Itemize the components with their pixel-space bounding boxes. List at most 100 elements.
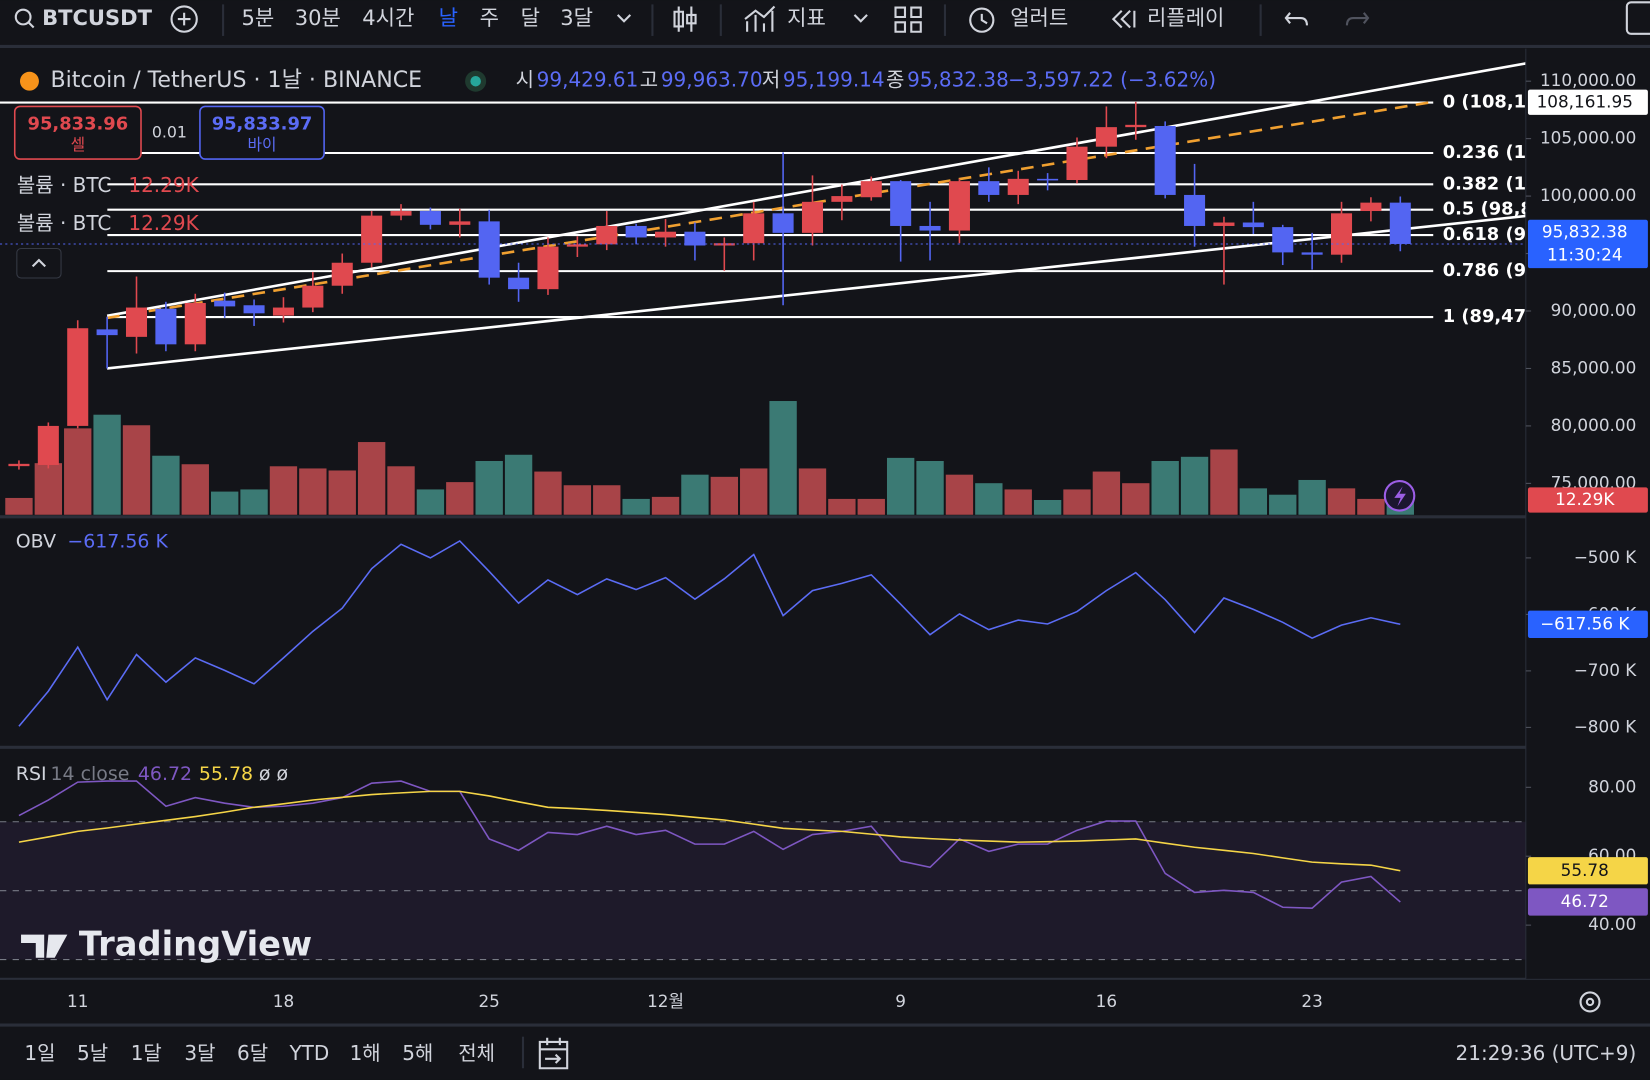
rsi-name: RSI — [16, 763, 47, 785]
symbol-search[interactable]: BTCUSDT — [14, 5, 153, 30]
rsi-extra: ø ø — [259, 763, 288, 785]
ohlc-label: 종 — [886, 68, 904, 92]
candle-body — [801, 201, 824, 233]
ohlc-value: 99,963.70 — [661, 68, 763, 92]
volume-bar — [93, 414, 121, 515]
add-icon — [177, 12, 191, 26]
range-button[interactable]: 1해 — [350, 1041, 381, 1065]
range-button[interactable]: 5날 — [77, 1041, 108, 1065]
price-line-tag-label: 108,161.95 — [1537, 91, 1633, 111]
candle-body — [1272, 227, 1294, 253]
range-button[interactable]: 6달 — [237, 1041, 268, 1065]
add-symbol[interactable] — [170, 5, 198, 33]
coin-icon — [19, 71, 39, 91]
interval[interactable]: 5분 — [241, 5, 274, 30]
obv-line — [18, 539, 1401, 727]
indicator-icon[interactable] — [744, 5, 776, 32]
fib-label: 0 (108,13 — [1443, 92, 1539, 113]
range-button[interactable]: 전체 — [458, 1041, 495, 1065]
undo[interactable] — [1284, 12, 1309, 26]
range-button[interactable]: 3달 — [184, 1041, 215, 1065]
volume-bar — [1122, 483, 1150, 515]
buy-button[interactable] — [199, 105, 325, 160]
volume-bar — [328, 470, 356, 515]
chart-type[interactable] — [673, 6, 697, 32]
volume-bar — [916, 461, 944, 515]
candle-body — [1389, 202, 1411, 244]
buy-label[interactable]: 바이 — [248, 135, 277, 154]
interval[interactable]: 날 — [439, 5, 458, 30]
quantity[interactable]: 0.01 — [152, 122, 187, 141]
date-range[interactable] — [538, 1037, 569, 1070]
volume-bar — [651, 496, 680, 515]
interval-dropdown[interactable] — [616, 14, 632, 23]
rsi-ma-tag — [1527, 857, 1648, 885]
candle-body — [890, 181, 912, 226]
buy-price[interactable]: 95,833.97 — [212, 113, 313, 134]
fib-label: 0.236 (103 — [1443, 142, 1551, 163]
rsi-value: 46.72 — [138, 763, 192, 785]
volume-bar — [798, 468, 827, 515]
sell-label[interactable]: 셀 — [71, 135, 86, 154]
volume-bar — [593, 485, 621, 515]
candle-body — [8, 463, 30, 467]
ohlc-value: 99,429.61 — [537, 68, 639, 92]
price-axis — [1525, 48, 1650, 979]
layout-icon[interactable] — [894, 6, 922, 33]
candle-body — [1154, 125, 1176, 195]
interval[interactable]: 30분 — [295, 5, 341, 30]
panel-button[interactable] — [1625, 1, 1650, 35]
symbol[interactable]: BTCUSDT — [42, 5, 152, 30]
redo[interactable] — [1345, 12, 1370, 26]
volume-bar — [622, 498, 650, 515]
y-tick-label: 90,000.00 — [1551, 300, 1637, 320]
replay-icon[interactable] — [1111, 9, 1136, 29]
ohlc-label: 저 — [762, 68, 780, 92]
candle-body — [1213, 222, 1235, 226]
x-tick-label: 16 — [1096, 991, 1117, 1011]
volume-bar — [1092, 471, 1121, 515]
interval[interactable]: 4시간 — [362, 5, 414, 30]
rsi-ma-tag-label: 55.78 — [1561, 860, 1609, 880]
candle-body — [1095, 127, 1117, 147]
axes: 11 18 25 12월 9 16 23 75,000.00 80,000.00 85,000.0… — [67, 70, 1648, 1011]
y-tick-label: 80.00 — [1588, 776, 1636, 796]
candle-body — [449, 221, 471, 225]
range-button[interactable]: YTD — [288, 1041, 329, 1065]
alert-icon[interactable] — [969, 7, 995, 33]
replay[interactable]: 리플레이 — [1147, 5, 1224, 30]
bottom-bar: 1일 5날 1달 3달 6달 YTD 1해 5해 전체 — [24, 1041, 495, 1065]
candle-body — [1301, 252, 1323, 255]
range-button[interactable]: 5해 — [402, 1041, 433, 1065]
candle-body — [655, 231, 677, 238]
range-button[interactable]: 1달 — [131, 1041, 162, 1065]
indicators[interactable]: 지표 — [787, 5, 826, 30]
interval[interactable]: 주 — [480, 5, 499, 30]
volume-bar — [34, 463, 63, 515]
candle-body — [1066, 146, 1088, 180]
alert[interactable]: 얼러트 — [1010, 5, 1068, 30]
indicator-dropdown[interactable] — [853, 14, 868, 23]
volume-bar — [1033, 499, 1062, 515]
y-tick-label: 100,000.00 — [1540, 185, 1636, 205]
candle-body — [361, 215, 383, 263]
candle-body — [37, 425, 59, 465]
range-button[interactable]: 1일 — [24, 1041, 55, 1065]
interval[interactable]: 달 — [521, 5, 540, 30]
settings[interactable] — [1579, 991, 1601, 1013]
sell-price[interactable]: 95,833.96 — [28, 113, 129, 134]
y-tick-label: 110,000.00 — [1540, 70, 1636, 90]
collapse-legend[interactable] — [16, 247, 62, 279]
y-tick-label: 85,000.00 — [1551, 357, 1637, 377]
y-tick-label: −500 K — [1574, 547, 1638, 567]
toolbar — [0, 0, 1650, 45]
volume-bar — [563, 485, 592, 515]
candle-body — [743, 213, 765, 244]
interval[interactable]: 3달 — [560, 5, 593, 30]
watermark: TradingView — [79, 925, 312, 964]
volume-bar — [181, 464, 209, 515]
sell-button[interactable] — [13, 105, 142, 160]
volume-tag — [1527, 487, 1648, 513]
candle-body — [684, 231, 706, 246]
